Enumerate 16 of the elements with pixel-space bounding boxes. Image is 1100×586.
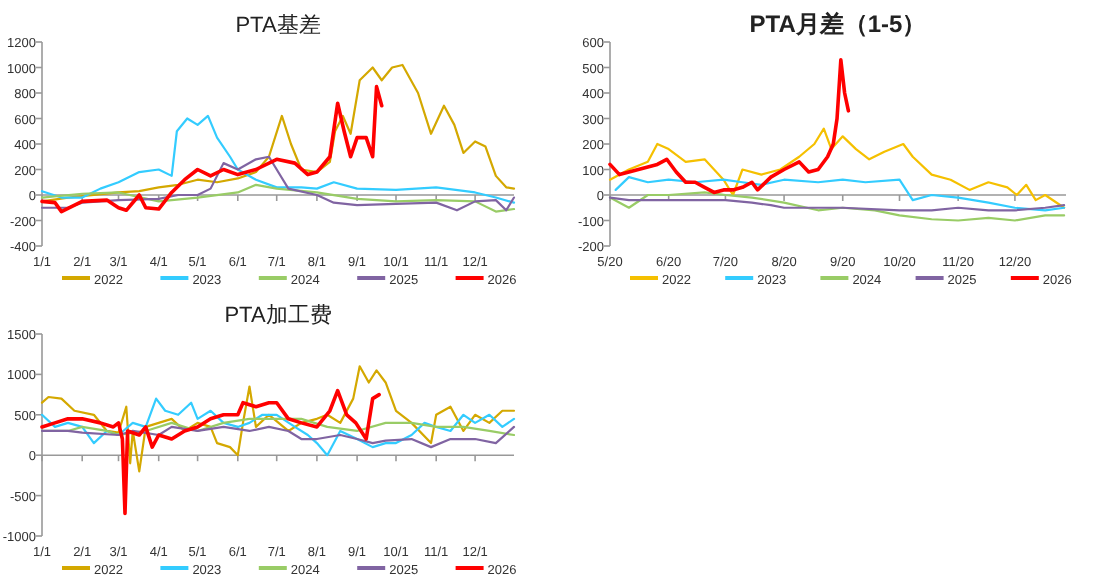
line-series: [40, 365, 516, 473]
line-series: [40, 84, 384, 214]
chart-title: PTA月差（1-5）: [749, 10, 927, 38]
line-series: [608, 58, 851, 195]
line-series: [608, 196, 1066, 212]
line-series: [40, 114, 516, 204]
line-series: [40, 397, 516, 457]
line-series: [608, 191, 1066, 222]
line-series: [40, 425, 516, 449]
line-series: [40, 388, 381, 516]
line-series: [614, 176, 1066, 212]
chart-title: PTA基差: [235, 12, 321, 38]
line-series: [40, 183, 516, 213]
line-series: [608, 127, 1066, 209]
line-series: [40, 155, 516, 212]
chart-title: PTA加工费: [224, 302, 332, 328]
